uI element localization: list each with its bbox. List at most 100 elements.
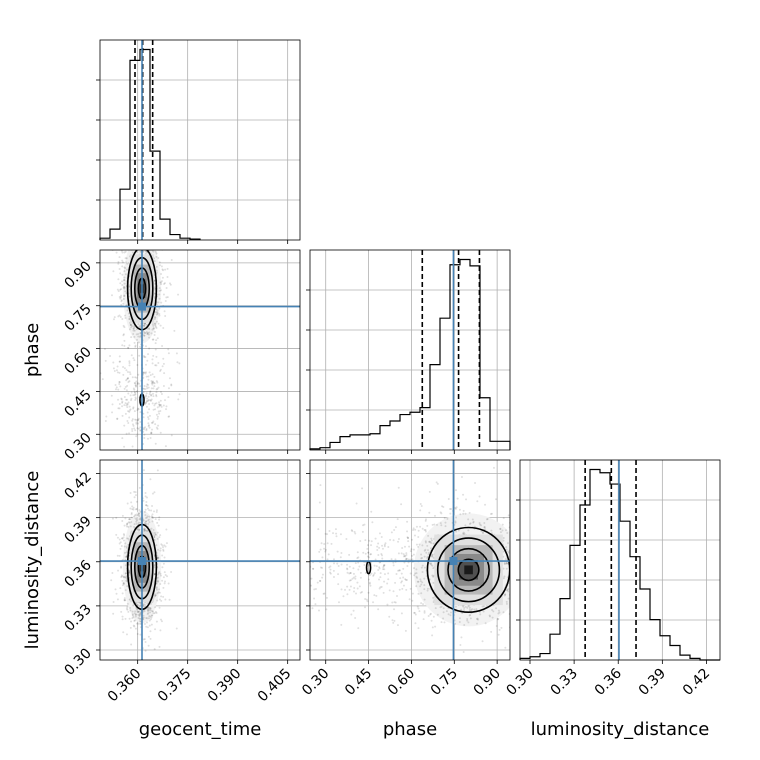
scatter-point	[150, 398, 153, 401]
scatter-point	[464, 605, 467, 608]
scatter-point	[155, 394, 158, 397]
scatter-point	[378, 532, 381, 535]
scatter-point	[381, 554, 384, 557]
x-tick-label: 0.90	[471, 666, 504, 699]
scatter-point	[482, 610, 485, 613]
scatter-point	[175, 627, 178, 630]
scatter-point	[121, 317, 124, 320]
scatter-point	[398, 569, 401, 572]
scatter-point	[149, 399, 152, 402]
scatter-point	[146, 383, 149, 386]
scatter-point	[485, 518, 488, 521]
scatter-point	[137, 332, 140, 335]
x-tick-label: 0.33	[548, 666, 581, 699]
scatter-point	[144, 402, 147, 405]
scatter-point	[143, 356, 146, 359]
scatter-point	[154, 311, 157, 314]
scatter-point	[158, 412, 161, 415]
scatter-point	[148, 248, 150, 250]
scatter-point	[145, 405, 148, 408]
scatter-point	[335, 535, 338, 538]
scatter-point	[115, 533, 118, 536]
scatter-point	[129, 394, 132, 397]
scatter-point	[152, 250, 155, 253]
scatter-point	[429, 612, 432, 615]
scatter-point	[147, 422, 150, 425]
scatter-point	[125, 389, 128, 392]
scatter-point	[162, 576, 165, 579]
scatter-point	[133, 391, 136, 394]
scatter-point	[138, 614, 141, 617]
scatter-point	[143, 246, 145, 248]
scatter-point	[427, 553, 430, 556]
scatter-point	[155, 588, 158, 591]
scatter-point	[361, 487, 364, 490]
scatter-point	[155, 313, 158, 316]
scatter-point	[498, 611, 501, 614]
scatter-point	[146, 505, 149, 508]
scatter-point	[118, 382, 121, 385]
scatter-point	[128, 521, 131, 524]
scatter-point	[138, 515, 141, 518]
scatter-point	[143, 529, 146, 532]
scatter-point	[139, 618, 142, 621]
scatter-point	[321, 566, 324, 569]
scatter-point	[143, 324, 146, 327]
axes-frame	[99, 459, 301, 661]
scatter-point	[168, 415, 171, 418]
scatter-point	[378, 587, 381, 590]
scatter-point	[153, 612, 156, 615]
scatter-point	[397, 486, 400, 489]
scatter-point	[138, 528, 141, 531]
scatter-point	[354, 577, 357, 580]
scatter-point	[146, 626, 149, 629]
scatter-point	[118, 554, 121, 557]
scatter-point	[152, 528, 155, 531]
scatter-point	[135, 376, 138, 379]
scatter-point	[513, 593, 515, 595]
scatter-point	[157, 573, 160, 576]
scatter-point	[161, 344, 164, 347]
scatter-point	[149, 391, 152, 394]
scatter-point	[158, 606, 161, 609]
scatter-point	[505, 600, 508, 603]
scatter-point	[400, 572, 403, 575]
x-tick-label: 0.60	[385, 666, 418, 699]
scatter-point	[115, 386, 118, 389]
scatter-point	[484, 528, 487, 531]
scatter-point	[118, 371, 121, 374]
truth-marker	[138, 557, 146, 566]
scatter-point	[112, 270, 115, 273]
scatter-point	[460, 475, 463, 478]
scatter-point	[120, 288, 123, 291]
scatter-point	[117, 260, 120, 263]
scatter-point	[503, 563, 506, 566]
scatter-point	[153, 232, 155, 234]
scatter-point	[145, 523, 148, 526]
scatter-point	[117, 388, 120, 391]
scatter-point	[139, 332, 142, 335]
scatter-point	[166, 296, 169, 299]
scatter-point	[132, 394, 135, 397]
scatter-point	[160, 595, 163, 598]
scatter-point	[135, 418, 138, 421]
scatter-point	[160, 281, 163, 284]
scatter-point	[419, 525, 422, 528]
scatter-point	[426, 549, 429, 552]
scatter-point	[151, 402, 154, 405]
scatter-point	[139, 421, 142, 424]
scatter-point	[425, 551, 428, 554]
scatter-point	[125, 633, 128, 636]
scatter-point	[468, 606, 471, 609]
scatter-point	[124, 555, 127, 558]
scatter-point	[146, 387, 149, 390]
scatter-point	[124, 542, 127, 545]
scatter-point	[144, 363, 147, 366]
scatter-point	[376, 545, 379, 548]
scatter-point	[111, 411, 114, 414]
scatter-point	[121, 414, 124, 417]
scatter-point	[151, 614, 154, 617]
scatter-point	[145, 621, 148, 624]
scatter-point	[126, 384, 129, 387]
scatter-point	[463, 532, 466, 535]
